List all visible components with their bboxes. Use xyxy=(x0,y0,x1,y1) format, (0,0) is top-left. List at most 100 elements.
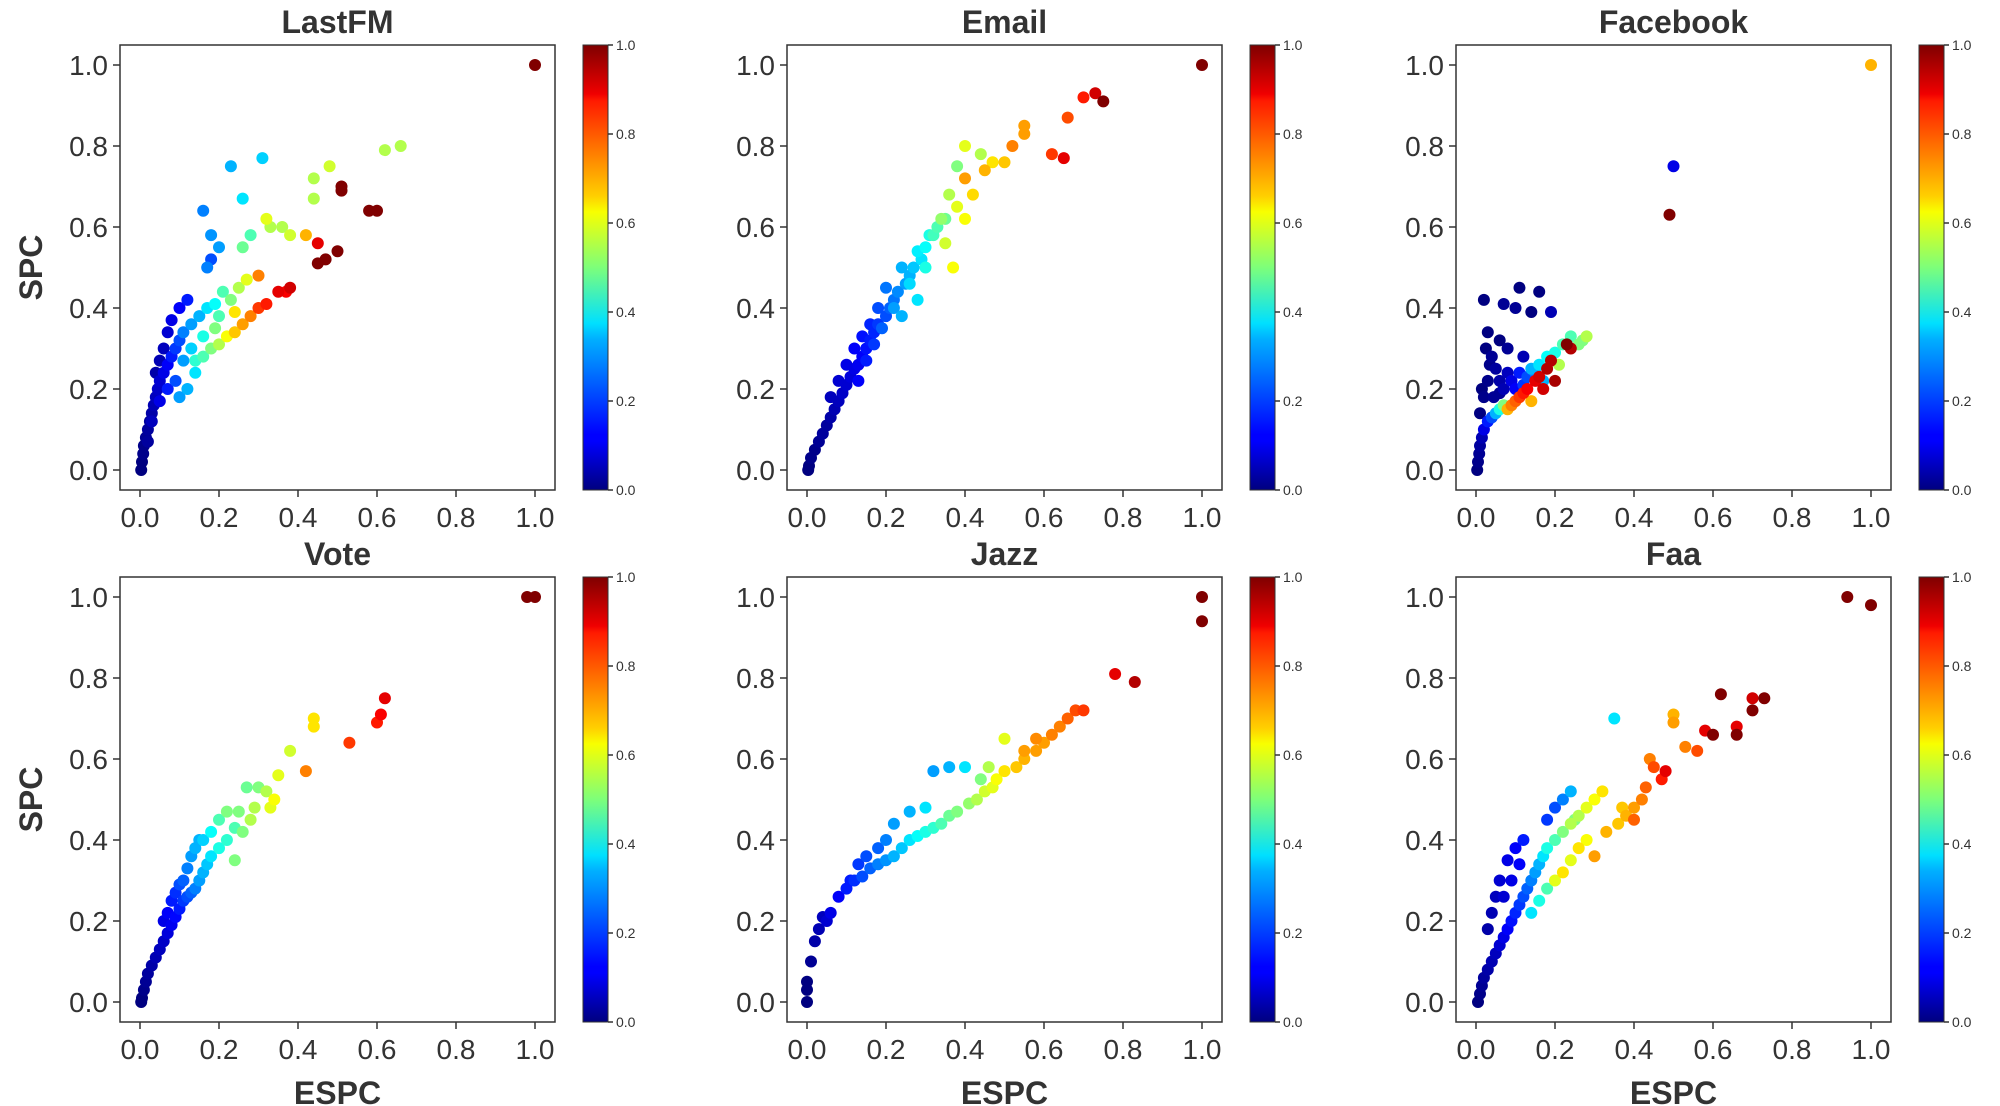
data-point xyxy=(1089,87,1102,100)
data-point xyxy=(189,366,202,379)
y-tick-label: 1.0 xyxy=(69,50,108,81)
data-point xyxy=(1580,834,1593,846)
panel-vote: Vote 0.0 0.2 0.4 0.6 0.8 1.0 0.0 0.2 0.4 0.6 0.8 1.0… xyxy=(13,536,636,1106)
data-point xyxy=(145,415,158,428)
data-point xyxy=(880,834,892,846)
colorbar-tick-label: 0.0 xyxy=(1952,1014,1972,1030)
data-point xyxy=(1481,374,1494,387)
x-tick-label: 0.0 xyxy=(788,1034,827,1065)
data-point xyxy=(205,825,218,838)
data-point xyxy=(1030,732,1043,745)
data-point xyxy=(805,451,817,464)
data-point xyxy=(197,350,210,363)
x-tick-label: 1.0 xyxy=(1852,1034,1891,1065)
data-point xyxy=(1714,688,1727,701)
data-point xyxy=(1497,383,1510,395)
x-tick-label: 0.8 xyxy=(1104,1034,1143,1065)
panel-title: Facebook xyxy=(1599,4,1749,40)
data-point xyxy=(240,273,253,286)
data-point xyxy=(939,237,952,250)
data-point xyxy=(185,342,198,355)
data-point xyxy=(205,229,218,242)
x-tick-label: 0.8 xyxy=(437,1034,476,1065)
data-point xyxy=(1588,850,1601,863)
data-point xyxy=(998,156,1011,169)
data-point xyxy=(1077,704,1090,717)
y-tick-label: 0.6 xyxy=(1405,212,1444,243)
x-tick-label: 0.6 xyxy=(1025,1034,1064,1065)
data-point xyxy=(1608,712,1621,725)
y-tick-label: 1.0 xyxy=(736,582,775,613)
data-point xyxy=(244,229,257,242)
colorbar-tick-label: 0.2 xyxy=(1283,393,1303,409)
data-point xyxy=(887,302,900,314)
colorbar xyxy=(1918,44,1945,491)
data-point xyxy=(224,293,237,306)
colorbar-tick-label: 0.0 xyxy=(616,482,636,498)
data-point xyxy=(801,996,813,1008)
data-point xyxy=(1517,834,1530,846)
y-tick-label: 0.2 xyxy=(736,374,775,405)
data-point xyxy=(1580,801,1593,814)
colorbar-tick-label: 0.8 xyxy=(616,658,636,674)
data-point xyxy=(860,850,873,863)
data-point xyxy=(1596,785,1609,798)
data-point xyxy=(966,188,979,201)
data-point xyxy=(919,241,932,254)
x-tick-label: 0.2 xyxy=(1536,1034,1575,1065)
data-point xyxy=(959,212,971,225)
data-point xyxy=(236,825,249,838)
data-point xyxy=(165,314,178,327)
y-tick-label: 0.2 xyxy=(1405,374,1444,405)
data-point xyxy=(895,261,908,274)
data-point xyxy=(1588,793,1601,806)
colorbar-tick-label: 0.0 xyxy=(1283,482,1303,498)
data-point xyxy=(1481,923,1494,936)
data-point xyxy=(228,326,241,339)
panel-title: Jazz xyxy=(971,536,1039,572)
data-point xyxy=(1533,285,1546,298)
data-point xyxy=(1639,781,1652,794)
data-point xyxy=(1564,854,1577,867)
y-tick-label: 0.6 xyxy=(69,744,108,775)
data-point xyxy=(1061,712,1074,725)
data-point xyxy=(943,188,956,201)
y-tick-label: 0.2 xyxy=(1405,906,1444,937)
data-point xyxy=(284,229,297,242)
data-point xyxy=(135,464,148,476)
y-tick-label: 0.4 xyxy=(1405,293,1444,324)
panels-group: LastFM 0.0 0.2 0.4 0.6 0.8 1.0 0.0 0.2 0.4 0.6 0.8 1… xyxy=(13,4,1972,1106)
colorbar-tick-label: 0.4 xyxy=(1283,836,1303,852)
data-point xyxy=(848,342,861,355)
x-tick-label: 0.0 xyxy=(121,1034,160,1065)
data-point xyxy=(1045,728,1058,741)
panel-title: Vote xyxy=(304,536,371,572)
data-point xyxy=(1509,842,1522,855)
data-point xyxy=(1513,858,1526,871)
data-point xyxy=(951,200,964,213)
data-point xyxy=(927,765,940,778)
data-point xyxy=(1612,817,1625,830)
data-point xyxy=(935,212,948,225)
panel-title: LastFM xyxy=(282,4,394,40)
colorbar-tick-label: 0.6 xyxy=(616,747,636,763)
x-tick-label: 0.4 xyxy=(946,502,985,533)
data-point xyxy=(876,322,888,335)
data-point xyxy=(1679,740,1692,753)
data-point xyxy=(307,720,320,733)
y-tick-label: 0.4 xyxy=(69,825,108,856)
data-point xyxy=(1057,152,1070,165)
y-tick-label: 0.0 xyxy=(736,987,775,1018)
data-point xyxy=(220,834,233,846)
data-point xyxy=(185,318,198,331)
colorbar-tick-label: 0.2 xyxy=(1952,393,1972,409)
data-point xyxy=(197,834,210,846)
colorbar-tick-label: 0.4 xyxy=(1952,836,1972,852)
data-point xyxy=(1691,744,1704,757)
y-tick-label: 0.6 xyxy=(1405,744,1444,775)
colorbar-tick-label: 0.2 xyxy=(616,925,636,941)
x-tick-label: 0.2 xyxy=(200,502,239,533)
data-point xyxy=(197,204,210,217)
data-point xyxy=(1667,160,1680,173)
data-point xyxy=(256,152,269,165)
